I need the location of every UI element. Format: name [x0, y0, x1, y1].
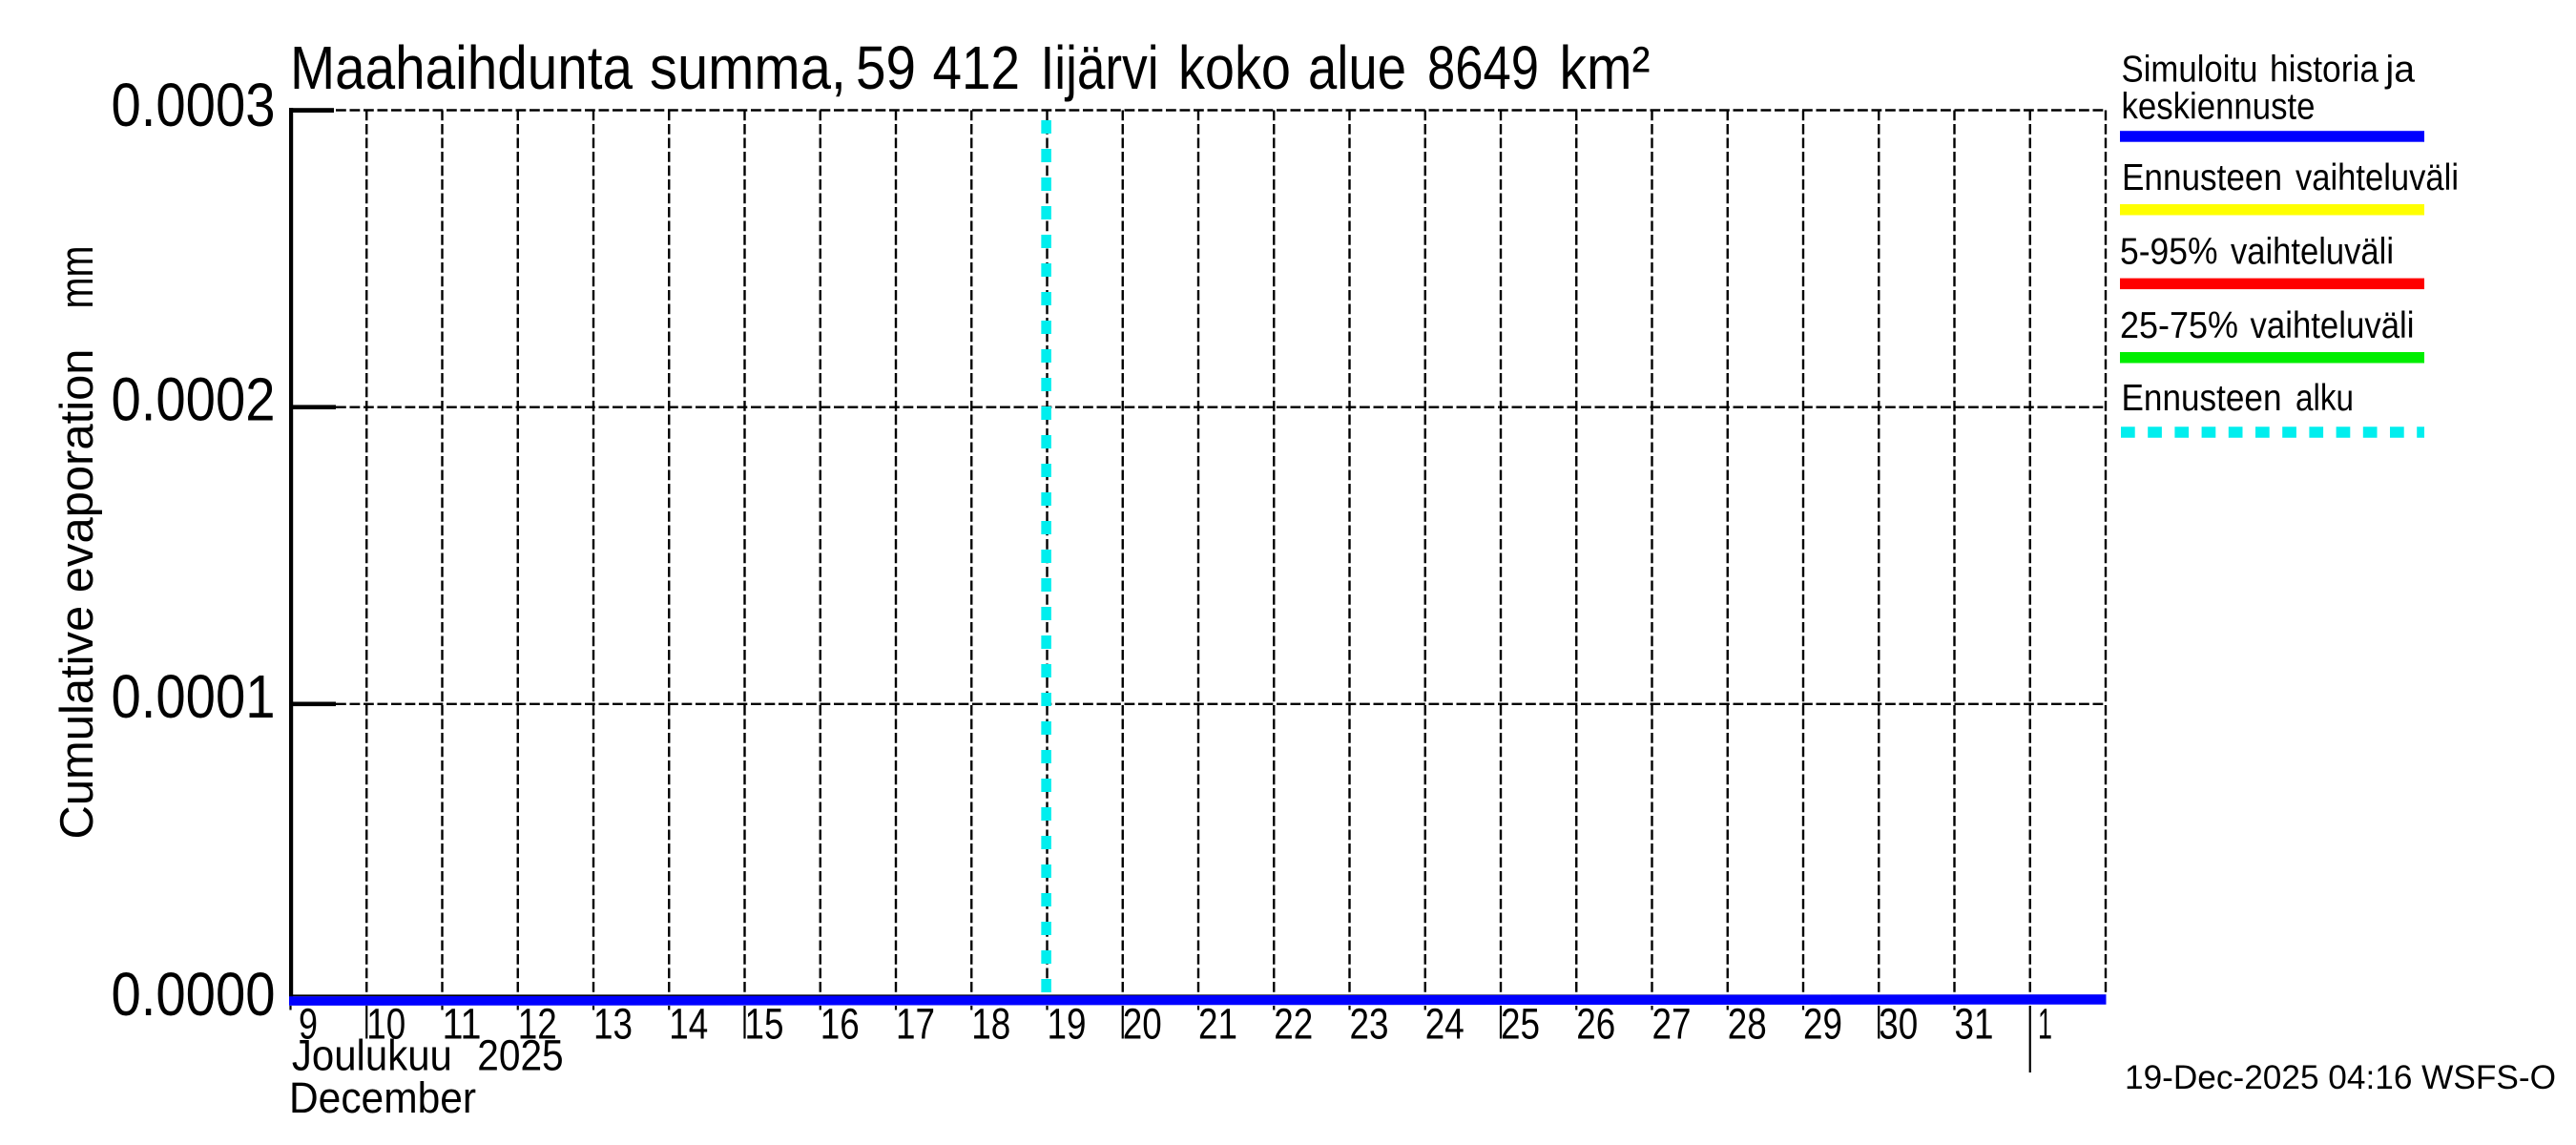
svg-text:30: 30	[1879, 999, 1918, 1048]
svg-text:19: 19	[1048, 999, 1087, 1048]
svg-text:11: 11	[443, 999, 482, 1048]
svg-text:km²: km²	[1560, 33, 1651, 102]
svg-text:Iijärvi: Iijärvi	[1041, 33, 1159, 102]
svg-text:alue: alue	[1308, 33, 1406, 102]
svg-text:1: 1	[2038, 999, 2052, 1048]
svg-text:0.0002: 0.0002	[112, 365, 276, 434]
svg-text:summa,: summa,	[650, 33, 846, 102]
svg-text:28: 28	[1728, 999, 1767, 1048]
svg-text:Simuloitu: Simuloitu	[2122, 50, 2258, 91]
svg-text:23: 23	[1350, 999, 1389, 1048]
svg-text:13: 13	[593, 999, 633, 1048]
svg-text:25: 25	[1501, 999, 1540, 1048]
svg-text:Cumulative evaporation: Cumulative evaporation	[52, 349, 103, 840]
svg-text:412: 412	[933, 33, 1021, 102]
svg-text:27: 27	[1652, 999, 1692, 1048]
svg-text:18: 18	[971, 999, 1010, 1048]
svg-text:59: 59	[856, 33, 916, 102]
svg-text:vaihteluväli: vaihteluväli	[2251, 305, 2415, 346]
svg-text:0.0000: 0.0000	[112, 960, 276, 1029]
svg-text:29: 29	[1803, 999, 1842, 1048]
svg-text:Ennusteen: Ennusteen	[2122, 378, 2282, 419]
svg-text:vaihteluväli: vaihteluväli	[2231, 231, 2394, 272]
svg-text:koko: koko	[1178, 33, 1291, 102]
svg-text:10: 10	[366, 999, 405, 1048]
svg-text:vaihteluväli: vaihteluväli	[2296, 157, 2459, 198]
svg-text:26: 26	[1576, 999, 1615, 1048]
svg-text:historia: historia	[2270, 50, 2379, 91]
svg-text:31: 31	[1955, 999, 1994, 1048]
svg-text:December: December	[289, 1073, 476, 1122]
svg-text:Joulukuu: Joulukuu	[292, 1031, 452, 1080]
svg-text:19-Dec-2025 04:16 WSFS-O: 19-Dec-2025 04:16 WSFS-O	[2125, 1059, 2556, 1096]
svg-text:20: 20	[1123, 999, 1162, 1048]
svg-text:21: 21	[1198, 999, 1237, 1048]
svg-text:22: 22	[1274, 999, 1313, 1048]
svg-text:8649: 8649	[1427, 33, 1539, 102]
svg-text:0.0003: 0.0003	[112, 71, 276, 139]
svg-text:Maahaihdunta: Maahaihdunta	[290, 33, 633, 102]
svg-text:mm: mm	[52, 246, 103, 309]
svg-text:2025: 2025	[477, 1031, 564, 1080]
svg-text:keskiennuste: keskiennuste	[2122, 86, 2316, 127]
svg-text:15: 15	[745, 999, 784, 1048]
svg-text:0.0001: 0.0001	[112, 662, 276, 731]
svg-text:5-95%: 5-95%	[2120, 231, 2218, 272]
svg-text:24: 24	[1425, 999, 1465, 1048]
svg-text:17: 17	[896, 999, 935, 1048]
svg-text:16: 16	[821, 999, 860, 1048]
svg-text:9: 9	[299, 999, 318, 1048]
svg-text:ja: ja	[2384, 50, 2415, 91]
svg-text:12: 12	[518, 999, 557, 1048]
svg-text:25-75%: 25-75%	[2120, 305, 2238, 346]
svg-text:14: 14	[669, 999, 708, 1048]
svg-text:alku: alku	[2296, 378, 2354, 419]
svg-text:Ennusteen: Ennusteen	[2122, 157, 2282, 198]
